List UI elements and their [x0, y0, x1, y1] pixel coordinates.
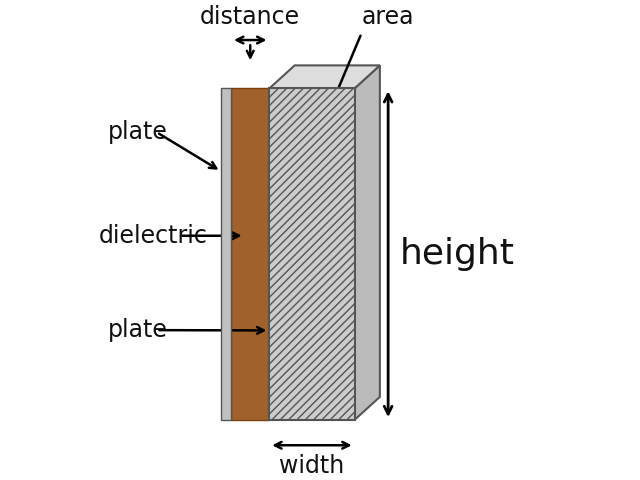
- Bar: [231, 88, 269, 420]
- Text: distance: distance: [200, 4, 300, 28]
- Text: width: width: [279, 454, 344, 478]
- Polygon shape: [269, 65, 380, 88]
- Bar: [269, 88, 355, 420]
- Text: plate: plate: [108, 318, 168, 342]
- Text: plate: plate: [108, 120, 168, 144]
- Bar: [221, 88, 231, 420]
- Text: area: area: [362, 4, 414, 28]
- Text: dielectric: dielectric: [99, 224, 208, 248]
- Text: height: height: [399, 237, 515, 271]
- Polygon shape: [355, 65, 380, 420]
